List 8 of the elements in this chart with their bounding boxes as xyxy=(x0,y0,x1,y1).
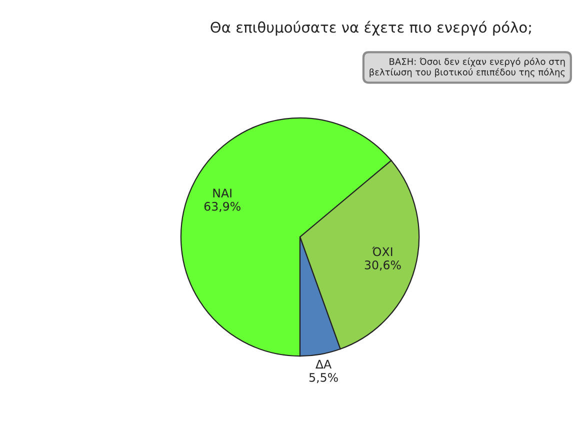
slice-label: ΔΑ xyxy=(316,360,332,369)
slice-label: ΝΑΙ xyxy=(213,188,232,198)
data-label: 5,5% xyxy=(309,372,338,384)
text: ΒΑΣΗ: Όσοι δεν είχαν ενεργό ρόλο στη βελτίωση του βιοτικού επιπέδου της πόλης xyxy=(370,58,565,78)
chart-title: Θα επιθυμούσατε να έχετε πιο ενεργό ρόλο; xyxy=(210,20,531,36)
slice-label: ΌΧΙ xyxy=(372,246,392,256)
data-label: 63,9% xyxy=(204,202,240,212)
data-label: 30,6% xyxy=(364,260,401,271)
